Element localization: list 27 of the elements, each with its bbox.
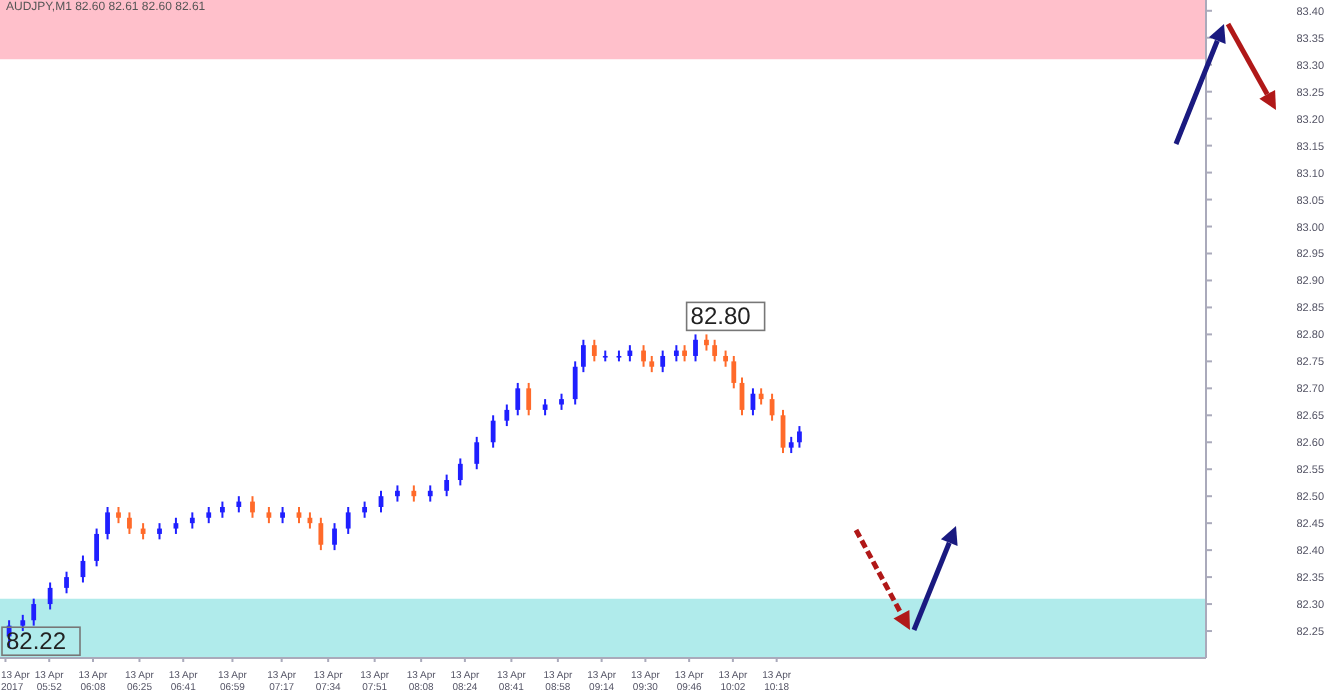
candlestick: [660, 349, 666, 374]
candlestick: [250, 495, 255, 519]
candlestick: [580, 338, 586, 374]
candlestick: [332, 522, 337, 552]
candlestick: [797, 425, 802, 449]
candlestick: [641, 344, 646, 368]
candlestick: [105, 505, 110, 541]
candlestick: [64, 570, 69, 595]
candlestick: [712, 338, 718, 363]
candlestick: [515, 381, 521, 417]
candlestick: [572, 360, 578, 406]
candlestick: [693, 333, 698, 363]
annotation: 82.80: [690, 302, 752, 331]
candlestick: [504, 403, 510, 428]
candlestick: [345, 505, 351, 535]
candlestick: [457, 457, 463, 487]
candlestick: [731, 354, 737, 390]
candlestick: [47, 581, 53, 611]
candlestick: [318, 516, 324, 552]
candlestick: [31, 597, 37, 627]
candlestick: [444, 473, 450, 498]
candlestick: [526, 381, 532, 417]
candlestick: [474, 435, 480, 471]
candlestick: [591, 338, 597, 363]
candlestick: [94, 527, 100, 568]
candlestick: [490, 414, 496, 449]
candlestick: [127, 511, 132, 535]
